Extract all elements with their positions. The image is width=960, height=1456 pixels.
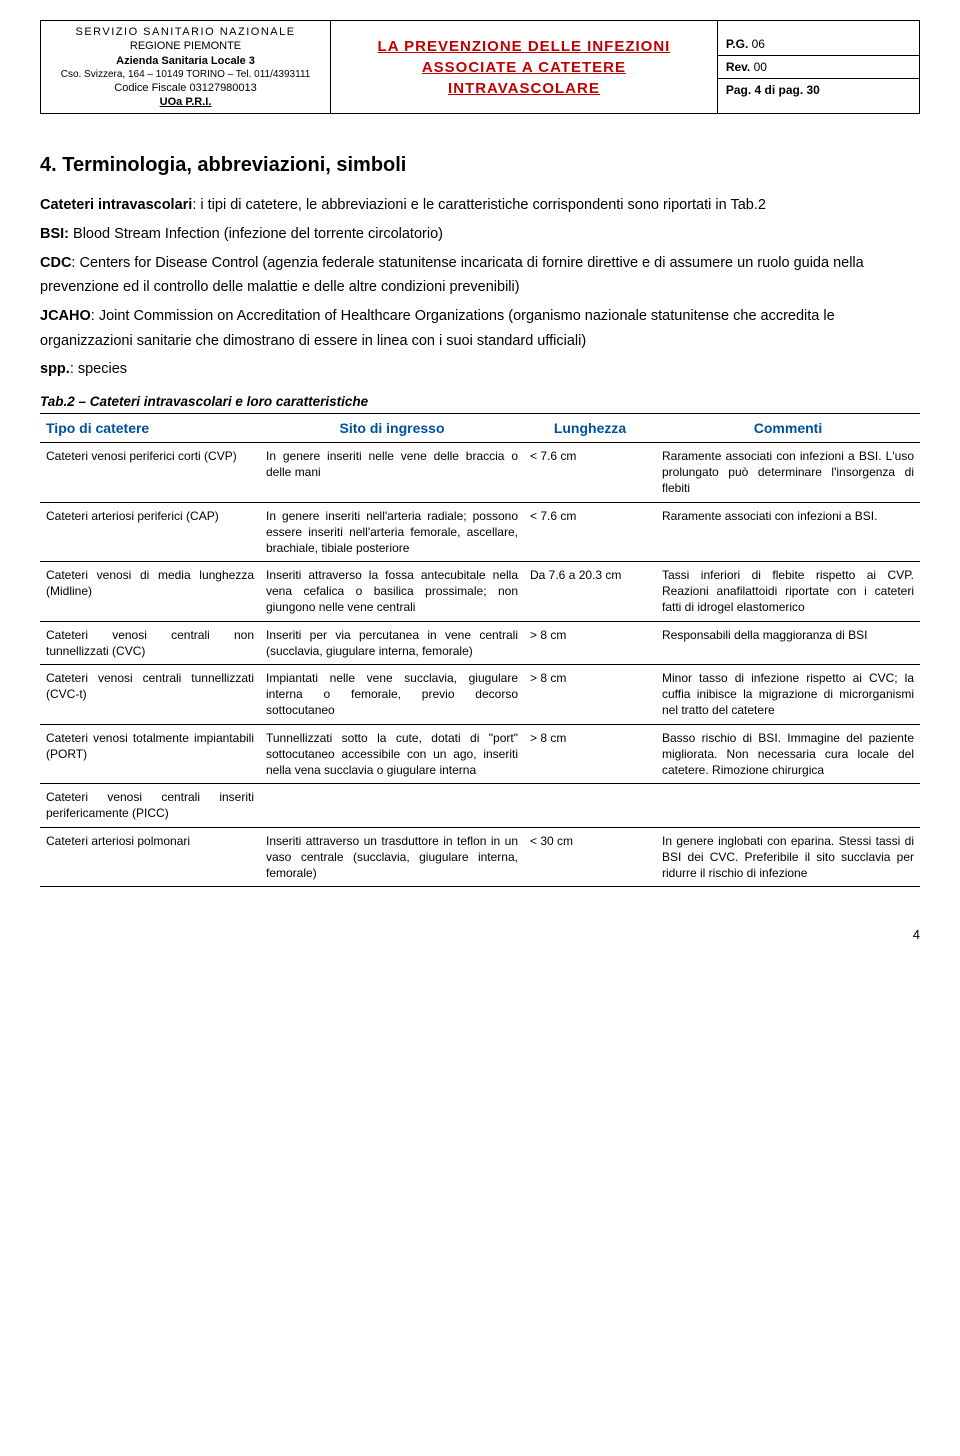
cell-comm: Raramente associati con infezioni a BSI.… bbox=[656, 442, 920, 502]
header-cf: Codice Fiscale 03127980013 bbox=[49, 81, 322, 95]
cell-comm: Tassi inferiori di flebite rispetto ai C… bbox=[656, 562, 920, 622]
cell-tipo: Cateteri venosi centrali inseriti perife… bbox=[40, 784, 260, 827]
table-row: Cateteri venosi totalmente impiantabili … bbox=[40, 724, 920, 784]
rev-value: 00 bbox=[754, 60, 767, 74]
paragraph-cateteri: Cateteri intravascolari: i tipi di catet… bbox=[40, 193, 920, 218]
table-caption: Tab.2 – Cateteri intravascolari e loro c… bbox=[40, 394, 920, 409]
cell-sito: In genere inseriti nell'arteria radiale;… bbox=[260, 502, 524, 562]
cell-lung: Da 7.6 a 20.3 cm bbox=[524, 562, 656, 622]
def-jcaho: : Joint Commission on Accreditation of H… bbox=[40, 308, 835, 349]
header-address: Cso. Svizzera, 164 – 10149 TORINO – Tel.… bbox=[49, 68, 322, 81]
doc-title-line1: LA PREVENZIONE DELLE INFEZIONI bbox=[339, 36, 709, 57]
cell-lung: < 30 cm bbox=[524, 827, 656, 887]
header-center-cell: LA PREVENZIONE DELLE INFEZIONI ASSOCIATE… bbox=[331, 21, 718, 114]
cell-sito bbox=[260, 784, 524, 827]
cell-sito: Inseriti attraverso la fossa antecubital… bbox=[260, 562, 524, 622]
cell-comm: Raramente associati con infezioni a BSI. bbox=[656, 502, 920, 562]
term-spp: spp. bbox=[40, 361, 70, 377]
col-header-sito: Sito di ingresso bbox=[260, 413, 524, 442]
cell-sito: In genere inseriti nelle vene delle brac… bbox=[260, 442, 524, 502]
cell-sito: Tunnellizzati sotto la cute, dotati di "… bbox=[260, 724, 524, 784]
cell-comm: Responsabili della maggioranza di BSI bbox=[656, 621, 920, 664]
term-jcaho: JCAHO bbox=[40, 308, 91, 324]
page-number: 4 bbox=[40, 927, 920, 942]
rev-label: Rev. bbox=[726, 60, 750, 74]
table-row: Cateteri venosi centrali non tunnellizza… bbox=[40, 621, 920, 664]
cell-lung: > 8 cm bbox=[524, 724, 656, 784]
header-azienda: Azienda Sanitaria Locale 3 bbox=[49, 54, 322, 68]
header-left-cell: SERVIZIO SANITARIO NAZIONALE REGIONE PIE… bbox=[41, 21, 331, 114]
cell-sito: Inseriti attraverso un trasduttore in te… bbox=[260, 827, 524, 887]
cell-sito: Impiantati nelle vene succlavia, giugula… bbox=[260, 665, 524, 725]
table-row: Cateteri venosi centrali inseriti perife… bbox=[40, 784, 920, 827]
table-header-row: Tipo di catetere Sito di ingresso Lunghe… bbox=[40, 413, 920, 442]
def-cateteri: : i tipi di catetere, le abbreviazioni e… bbox=[192, 197, 766, 213]
cell-tipo: Cateteri arteriosi polmonari bbox=[40, 827, 260, 887]
cell-tipo: Cateteri venosi periferici corti (CVP) bbox=[40, 442, 260, 502]
cell-lung: > 8 cm bbox=[524, 665, 656, 725]
cell-comm: Minor tasso di infezione rispetto ai CVC… bbox=[656, 665, 920, 725]
table-row: Cateteri venosi di media lunghezza (Midl… bbox=[40, 562, 920, 622]
document-header: SERVIZIO SANITARIO NAZIONALE REGIONE PIE… bbox=[40, 20, 920, 114]
cell-comm: In genere inglobati con eparina. Stessi … bbox=[656, 827, 920, 887]
term-cateteri: Cateteri intravascolari bbox=[40, 197, 192, 213]
header-org: SERVIZIO SANITARIO NAZIONALE bbox=[49, 25, 322, 39]
def-spp: : species bbox=[70, 361, 127, 377]
term-bsi: BSI: bbox=[40, 226, 73, 242]
pag-text: Pag. 4 di pag. 30 bbox=[726, 83, 820, 97]
cell-tipo: Cateteri venosi di media lunghezza (Midl… bbox=[40, 562, 260, 622]
cell-tipo: Cateteri venosi centrali tunnellizzati (… bbox=[40, 665, 260, 725]
term-cdc: CDC bbox=[40, 255, 71, 271]
header-pag: Pag. 4 di pag. 30 bbox=[718, 79, 919, 101]
header-uoa: UOa P.R.I. bbox=[49, 95, 322, 109]
section-heading: 4. Terminologia, abbreviazioni, simboli bbox=[40, 154, 920, 177]
paragraph-jcaho: JCAHO: Joint Commission on Accreditation… bbox=[40, 304, 920, 353]
col-header-lunghezza: Lunghezza bbox=[524, 413, 656, 442]
catheter-table: Tipo di catetere Sito di ingresso Lunghe… bbox=[40, 413, 920, 887]
paragraph-spp: spp.: species bbox=[40, 357, 920, 382]
cell-sito: Inseriti per via percutanea in vene cent… bbox=[260, 621, 524, 664]
doc-title-line3: INTRAVASCOLARE bbox=[339, 78, 709, 99]
cell-comm: Basso rischio di BSI. Immagine del pazie… bbox=[656, 724, 920, 784]
col-header-tipo: Tipo di catetere bbox=[40, 413, 260, 442]
def-bsi: Blood Stream Infection (infezione del to… bbox=[73, 226, 443, 242]
cell-tipo: Cateteri arteriosi periferici (CAP) bbox=[40, 502, 260, 562]
def-cdc: : Centers for Disease Control (agenzia f… bbox=[40, 255, 864, 296]
table-row: Cateteri arteriosi periferici (CAP)In ge… bbox=[40, 502, 920, 562]
header-pg: P.G. 06 bbox=[718, 33, 919, 56]
header-rev: Rev. 00 bbox=[718, 56, 919, 79]
header-region: REGIONE PIEMONTE bbox=[49, 39, 322, 53]
col-header-commenti: Commenti bbox=[656, 413, 920, 442]
cell-comm bbox=[656, 784, 920, 827]
cell-tipo: Cateteri venosi totalmente impiantabili … bbox=[40, 724, 260, 784]
table-row: Cateteri arteriosi polmonariInseriti att… bbox=[40, 827, 920, 887]
pg-label: P.G. bbox=[726, 37, 748, 51]
cell-lung: < 7.6 cm bbox=[524, 442, 656, 502]
cell-lung: > 8 cm bbox=[524, 621, 656, 664]
paragraph-bsi: BSI: Blood Stream Infection (infezione d… bbox=[40, 222, 920, 247]
doc-title-line2: ASSOCIATE A CATETERE bbox=[339, 57, 709, 78]
cell-tipo: Cateteri venosi centrali non tunnellizza… bbox=[40, 621, 260, 664]
pg-value: 06 bbox=[752, 37, 765, 51]
cell-lung bbox=[524, 784, 656, 827]
header-right-cell: P.G. 06 Rev. 00 Pag. 4 di pag. 30 bbox=[717, 21, 919, 114]
table-row: Cateteri venosi centrali tunnellizzati (… bbox=[40, 665, 920, 725]
table-row: Cateteri venosi periferici corti (CVP)In… bbox=[40, 442, 920, 502]
cell-lung: < 7.6 cm bbox=[524, 502, 656, 562]
paragraph-cdc: CDC: Centers for Disease Control (agenzi… bbox=[40, 251, 920, 300]
